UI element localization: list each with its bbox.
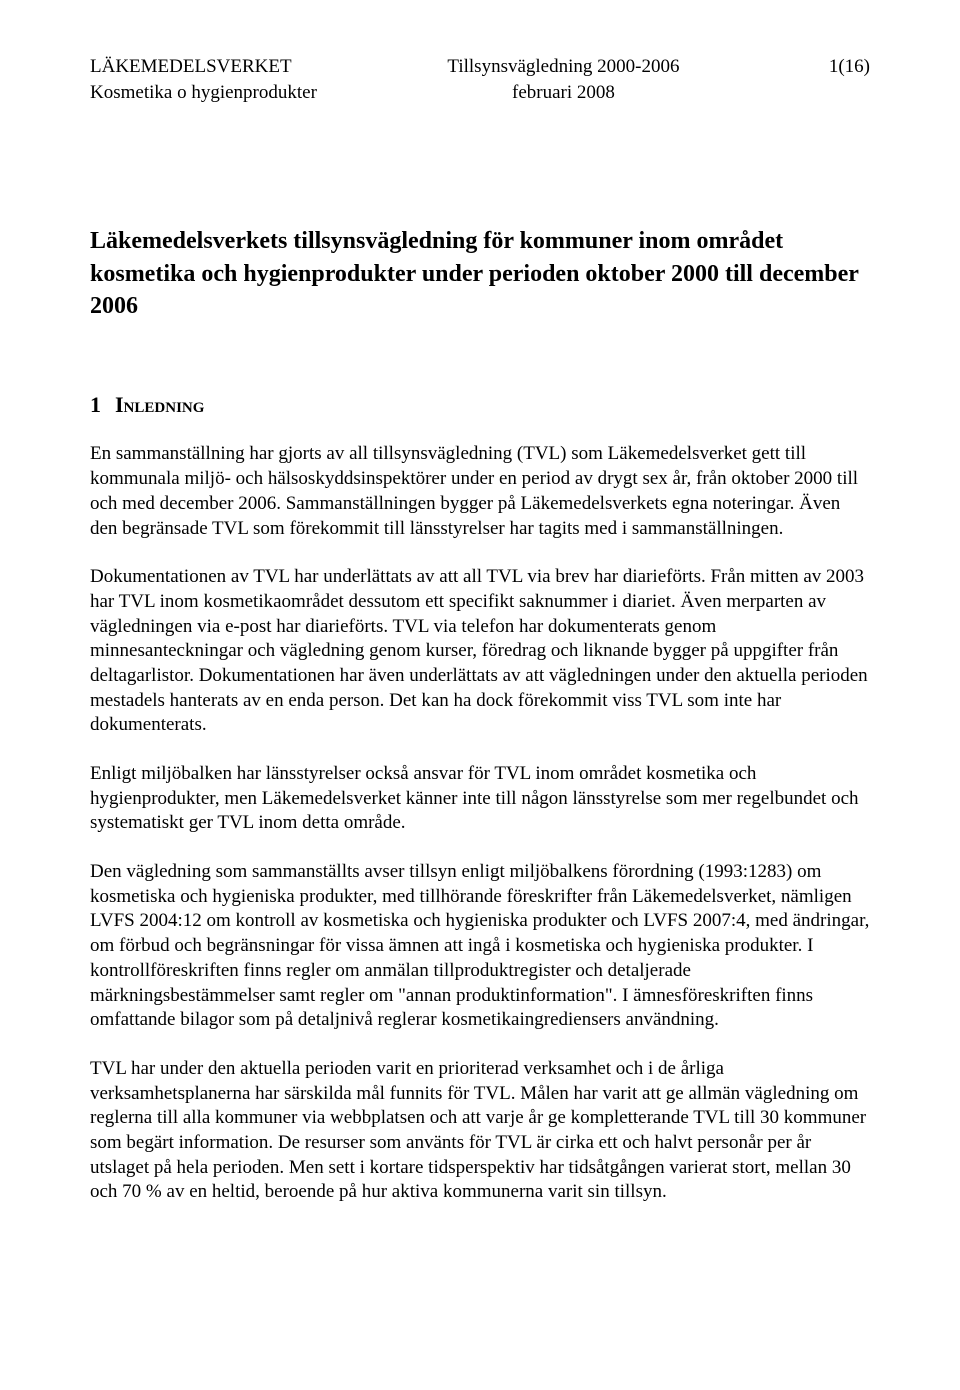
- page-number: 1(16): [810, 54, 870, 80]
- header-doc-date: februari 2008: [447, 80, 679, 106]
- page-header: LÄKEMEDELSVERKET Kosmetika o hygienprodu…: [90, 54, 870, 105]
- body-paragraph: En sammanställning har gjorts av all til…: [90, 442, 870, 541]
- document-title: Läkemedelsverkets tillsynsvägledning för…: [90, 225, 870, 322]
- header-left-block: LÄKEMEDELSVERKET Kosmetika o hygienprodu…: [90, 54, 317, 105]
- body-paragraph: TVL har under den aktuella perioden vari…: [90, 1057, 870, 1205]
- body-paragraph: Den vägledning som sammanställts avser t…: [90, 860, 870, 1033]
- header-doc-title: Tillsynsvägledning 2000-2006: [447, 54, 679, 80]
- header-center-block: Tillsynsvägledning 2000-2006 februari 20…: [447, 54, 679, 105]
- document-page: LÄKEMEDELSVERKET Kosmetika o hygienprodu…: [0, 0, 960, 1390]
- body-paragraph: Enligt miljöbalken har länsstyrelser ock…: [90, 762, 870, 836]
- section-number: 1: [90, 392, 101, 418]
- header-unit-name: Kosmetika o hygienprodukter: [90, 80, 317, 106]
- section-heading: 1 Inledning: [90, 392, 870, 418]
- section-heading-text: Inledning: [115, 392, 204, 417]
- header-right-block: 1(16): [810, 54, 870, 105]
- header-agency-name: LÄKEMEDELSVERKET: [90, 54, 317, 80]
- body-paragraph: Dokumentationen av TVL har underlättats …: [90, 565, 870, 738]
